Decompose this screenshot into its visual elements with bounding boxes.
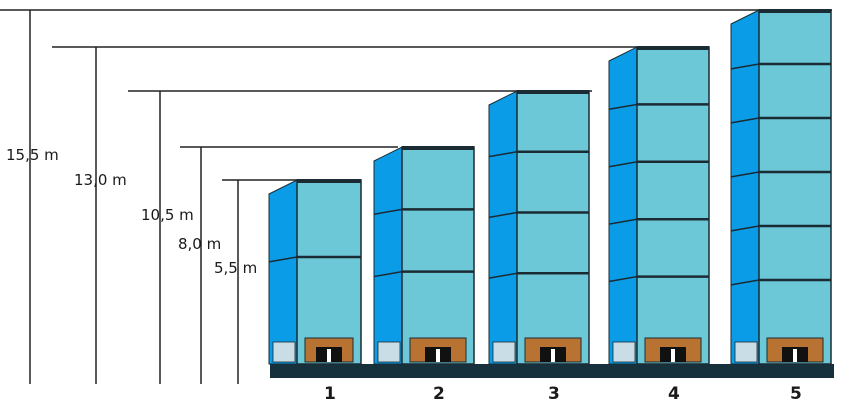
side-divider-5-5	[730, 279, 760, 286]
height-label-3: 10,5 m	[141, 206, 194, 224]
unit-side-panel-1	[268, 179, 298, 365]
unit-side-panel-3	[488, 90, 518, 365]
pallet-divider-4	[671, 349, 675, 362]
height-label-5: 15,5 m	[6, 146, 59, 164]
side-pallet-1	[272, 341, 296, 363]
side-divider-5-3	[730, 171, 760, 178]
unit-front-panel-1	[296, 179, 362, 365]
unit-number-3: 3	[548, 384, 560, 404]
unit-number-2: 2	[433, 384, 445, 404]
unit-side-panel-5	[730, 9, 760, 365]
side-divider-3-2	[488, 211, 518, 219]
unit-front-panel-4	[636, 46, 710, 365]
unit-top-cap-4	[637, 46, 709, 50]
unit-side-panel-4	[608, 46, 638, 365]
pallet-divider-5	[793, 349, 797, 362]
side-divider-5-2	[730, 117, 760, 124]
side-divider-4-4	[608, 275, 638, 283]
side-pallet-4	[612, 341, 636, 363]
unit-number-5: 5	[790, 384, 802, 404]
side-divider-2-2	[373, 270, 403, 278]
unit-front-panel-2	[401, 146, 475, 365]
base-strip	[270, 364, 834, 378]
side-pallet-2	[377, 341, 401, 363]
side-divider-4-1	[608, 103, 638, 111]
side-divider-1-1	[268, 256, 298, 263]
unit-front-panel-3	[516, 90, 590, 365]
side-divider-4-2	[608, 161, 638, 168]
unit-top-cap-1	[297, 179, 361, 183]
side-divider-5-4	[730, 225, 760, 232]
unit-side-panel-2	[373, 146, 403, 365]
unit-number-1: 1	[324, 384, 336, 404]
unit-number-4: 4	[668, 384, 680, 404]
side-pallet-3	[492, 341, 516, 363]
side-divider-2-1	[373, 208, 403, 215]
pallet-divider-1	[327, 349, 331, 362]
side-divider-5-1	[730, 63, 760, 70]
side-divider-3-1	[488, 151, 518, 158]
unit-top-cap-3	[517, 90, 589, 94]
pallet-divider-3	[551, 349, 555, 362]
unit-top-cap-5	[759, 9, 831, 13]
height-label-4: 13,0 m	[74, 171, 127, 189]
side-divider-4-3	[608, 218, 638, 225]
unit-top-cap-2	[402, 146, 474, 150]
pallet-divider-2	[436, 349, 440, 362]
side-divider-3-3	[488, 272, 518, 279]
unit-front-panel-5	[758, 9, 832, 365]
side-pallet-5	[734, 341, 758, 363]
height-label-1: 5,5 m	[214, 259, 257, 277]
height-label-2: 8,0 m	[178, 235, 221, 253]
